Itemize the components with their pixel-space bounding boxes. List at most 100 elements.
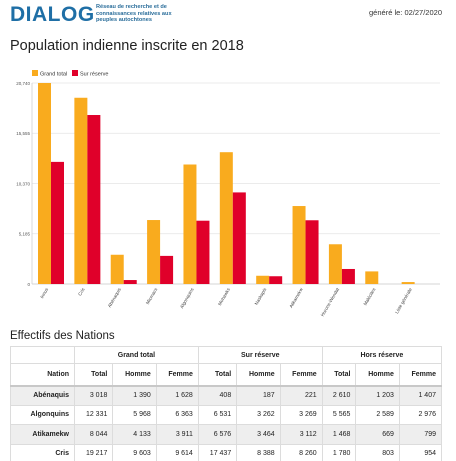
logo-tagline: Réseau de recherche et de connaissances … xyxy=(96,4,216,24)
nations-table: Grand total Sur réserve Hors réserve Nat… xyxy=(10,346,442,461)
x-tick-label: Abénaquis xyxy=(107,286,123,308)
table-cell: 8 044 xyxy=(73,424,114,445)
group-header-grand-total: Grand total xyxy=(74,346,199,364)
bar-grand-total xyxy=(256,275,270,284)
bar-sur-reserve xyxy=(51,161,64,284)
column-header-total[interactable]: Total xyxy=(73,363,114,387)
table-row: Abénaquis 3 018 1 390 1 628 408 187 221 2 610 1 … xyxy=(10,385,442,406)
table-body: Abénaquis 3 018 1 390 1 628 408 187 221 2 610 1 … xyxy=(10,385,442,461)
table-cell: 1 628 xyxy=(155,385,199,406)
column-header-femme[interactable]: Femme xyxy=(398,363,442,387)
bar-grand-total xyxy=(219,152,233,284)
bar-sur-reserve xyxy=(341,268,355,284)
y-tick-label: 10,370 xyxy=(16,181,30,186)
x-tick-label: Micmacs xyxy=(145,286,159,305)
bar-grand-total xyxy=(147,220,161,284)
table-row: Algonquins 12 331 5 968 6 363 6 531 3 262 3 26… xyxy=(10,404,442,425)
x-tick-label: Hurons-Wendat xyxy=(320,286,341,317)
column-header-femme[interactable]: Femme xyxy=(279,363,323,387)
table-column-header-row: Nation Total Homme Femme Total Homme Femme Tot… xyxy=(10,363,442,387)
table-cell: 1 407 xyxy=(398,385,442,406)
tagline-line: peuples autochtones xyxy=(96,17,152,24)
x-tick-label: Naskapis xyxy=(254,286,268,305)
nations-table-wrapper: Grand total Sur réserve Hors réserve Nat… xyxy=(10,346,442,461)
x-tick-label: Cris xyxy=(77,286,86,296)
nation-name-cell: Atikamekw xyxy=(10,424,75,445)
table-cell: 3 112 xyxy=(279,424,323,445)
table-cell: 3 911 xyxy=(155,424,199,445)
table-cell: 3 018 xyxy=(73,385,114,406)
column-header-homme[interactable]: Homme xyxy=(112,363,157,387)
nation-name-cell: Algonquins xyxy=(10,404,75,425)
dialog-logo[interactable]: DIALOG xyxy=(10,3,95,26)
bar-grand-total xyxy=(292,206,306,284)
table-cell: 6 531 xyxy=(197,404,238,425)
bar-sur-reserve xyxy=(123,280,137,284)
bar-grand-total xyxy=(38,83,51,284)
table-cell: 6 363 xyxy=(155,404,199,425)
table-cell: 803 xyxy=(355,443,400,461)
nation-name-cell: Cris xyxy=(10,443,75,461)
table-cell: 1 203 xyxy=(355,385,400,406)
x-tick-label: Innus xyxy=(39,286,49,299)
bar-sur-reserve xyxy=(232,192,246,284)
tagline-line: Réseau de recherche et de xyxy=(96,4,167,10)
bar-sur-reserve xyxy=(269,276,283,284)
table-cell: 3 269 xyxy=(279,404,323,425)
table-cell: 8 388 xyxy=(236,443,281,461)
column-header-total[interactable]: Total xyxy=(197,363,238,387)
bar-sur-reserve xyxy=(305,220,319,284)
y-tick-label: 20,740 xyxy=(16,81,30,86)
page-title: Population indienne inscrite en 2018 xyxy=(10,38,244,54)
x-tick-label: Atikamekw xyxy=(288,286,304,308)
table-row: Atikamekw 8 044 4 133 3 911 6 576 3 464 3 112 1… xyxy=(10,424,442,445)
table-cell: 187 xyxy=(236,385,281,406)
bar-grand-total xyxy=(74,97,88,284)
bar-grand-total xyxy=(328,244,342,284)
y-tick-label: 0 xyxy=(27,282,30,287)
bar-grand-total xyxy=(365,271,379,284)
table-cell: 799 xyxy=(398,424,442,445)
table-cell: 19 217 xyxy=(73,443,114,461)
group-header-sur-reserve: Sur réserve xyxy=(197,346,323,364)
x-tick-label: Malécites xyxy=(363,286,377,306)
column-header-homme[interactable]: Homme xyxy=(355,363,400,387)
table-cell: 3 464 xyxy=(236,424,281,445)
table-group-header-row: Grand total Sur réserve Hors réserve xyxy=(10,346,442,364)
generated-date: généré le: 02/27/2020 xyxy=(369,8,442,17)
column-header-total[interactable]: Total xyxy=(321,363,357,387)
table-cell: 4 133 xyxy=(112,424,157,445)
table-cell: 5 565 xyxy=(321,404,357,425)
nation-name-cell: Abénaquis xyxy=(10,385,75,406)
column-header-nation[interactable]: Nation xyxy=(10,363,75,387)
section-title: Effectifs des Nations xyxy=(10,330,115,342)
table-cell: 1 390 xyxy=(112,385,157,406)
table-cell: 9 614 xyxy=(155,443,199,461)
column-header-homme[interactable]: Homme xyxy=(236,363,281,387)
table-cell: 669 xyxy=(355,424,400,445)
x-tick-label: Liste générale xyxy=(394,287,413,315)
column-header-femme[interactable]: Femme xyxy=(155,363,199,387)
legend-label: Grand total xyxy=(40,72,67,78)
table-cell: 1 468 xyxy=(321,424,357,445)
tagline-line: connaissances relatives aux xyxy=(96,10,172,17)
table-cell: 5 968 xyxy=(112,404,157,425)
legend-label: Sur réserve xyxy=(80,72,108,78)
table-cell: 2 976 xyxy=(398,404,442,425)
table-cell: 6 576 xyxy=(197,424,238,445)
table-cell: 8 260 xyxy=(279,443,323,461)
bar-grand-total xyxy=(110,254,124,284)
table-cell: 1 780 xyxy=(321,443,357,461)
table-cell: 408 xyxy=(197,385,238,406)
bar-sur-reserve xyxy=(87,115,101,284)
bar-sur-reserve xyxy=(196,220,210,284)
bar-grand-total xyxy=(183,164,197,284)
y-tick-label: 5,185 xyxy=(19,232,31,237)
table-cell: 954 xyxy=(398,443,442,461)
table-cell: 221 xyxy=(279,385,323,406)
population-bar-chart: Grand total Sur réserve 0 5,185 10,370 15,555… xyxy=(16,70,440,317)
legend-swatch xyxy=(72,70,78,76)
legend-swatch xyxy=(32,70,38,76)
table-cell: 17 437 xyxy=(197,443,238,461)
group-header-hors-reserve: Hors réserve xyxy=(321,346,442,364)
